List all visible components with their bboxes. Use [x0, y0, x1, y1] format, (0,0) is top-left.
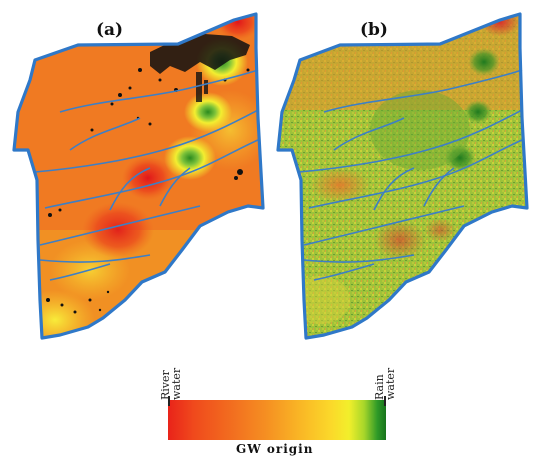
- boundary-a: [12, 12, 265, 340]
- legend-river-line2: water: [170, 367, 183, 400]
- maps-figure: [12, 12, 529, 340]
- legend-rain-water-label: Rain water: [373, 367, 397, 400]
- map-b: [276, 12, 529, 340]
- rivers-a: [34, 69, 259, 281]
- panel-b-label: (b): [360, 20, 388, 40]
- legend-right-tick: [384, 396, 386, 406]
- legend-river-water-label: River water: [159, 367, 183, 400]
- legend-title: GW origin: [236, 442, 314, 456]
- boundary-b: [276, 12, 529, 340]
- map-a: [12, 12, 265, 340]
- panel-a-label: (a): [96, 20, 124, 40]
- legend-rain-line2: water: [384, 367, 397, 400]
- legend-left-tick: [168, 396, 170, 406]
- rivers-b: [298, 69, 523, 281]
- legend-color-bar: [168, 400, 386, 440]
